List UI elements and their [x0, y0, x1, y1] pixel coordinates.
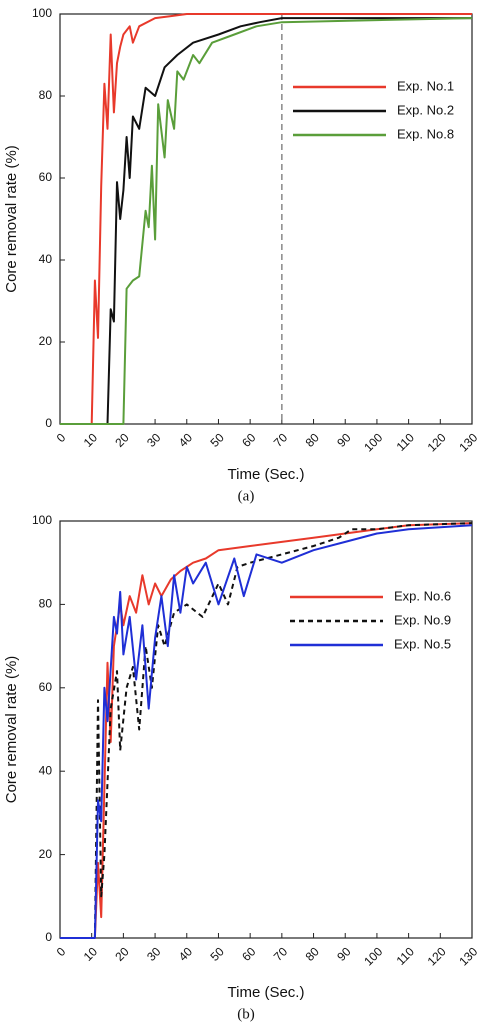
- x-tick-label: 20: [112, 430, 132, 450]
- x-tick-label: 130: [456, 430, 480, 454]
- y-tick-label: 40: [39, 763, 53, 777]
- x-tick-label: 60: [239, 944, 259, 964]
- x-tick-label: 40: [176, 944, 196, 964]
- x-tick-label: 130: [456, 944, 480, 968]
- x-axis-title: Time (Sec.): [228, 466, 305, 483]
- x-tick-label: 50: [207, 430, 227, 450]
- caption: (b): [237, 1006, 255, 1022]
- y-tick-label: 100: [32, 513, 52, 527]
- y-axis-title: Core removal rate (%): [3, 145, 20, 293]
- y-tick-label: 60: [39, 680, 53, 694]
- x-tick-label: 70: [271, 944, 291, 964]
- x-tick-label: 30: [144, 430, 164, 450]
- y-tick-label: 0: [45, 416, 52, 430]
- legend-label: Exp. No.9: [394, 612, 451, 627]
- y-tick-label: 20: [39, 334, 53, 348]
- x-tick-label: 90: [334, 944, 354, 964]
- x-tick-label: 110: [394, 944, 418, 968]
- x-tick-label: 110: [394, 430, 418, 454]
- x-tick-label: 0: [54, 430, 69, 445]
- x-tick-label: 120: [425, 944, 449, 968]
- legend-label: Exp. No.6: [394, 588, 451, 603]
- legend-label: Exp. No.2: [397, 102, 454, 117]
- legend-label: Exp. No.1: [397, 78, 454, 93]
- x-tick-label: 80: [303, 944, 323, 964]
- legend-label: Exp. No.5: [394, 636, 451, 651]
- x-axis-title: Time (Sec.): [228, 984, 305, 1001]
- x-tick-label: 20: [112, 944, 132, 964]
- y-tick-label: 80: [39, 88, 53, 102]
- y-tick-label: 80: [39, 597, 53, 611]
- x-tick-label: 120: [425, 430, 449, 454]
- x-tick-label: 50: [207, 944, 227, 964]
- y-tick-label: 100: [32, 6, 52, 20]
- y-tick-label: 40: [39, 252, 53, 266]
- x-tick-label: 90: [334, 430, 354, 450]
- x-tick-label: 30: [144, 944, 164, 964]
- chart-panel: 0 20 40 60 80 100 0 10 20 30 40 50 60 70 80 90 100 110 120…: [3, 513, 481, 1022]
- data-line: [60, 17, 473, 425]
- y-tick-label: 60: [39, 170, 53, 184]
- caption: (a): [238, 488, 255, 504]
- x-tick-label: 0: [54, 944, 69, 959]
- x-tick-label: 70: [271, 430, 291, 450]
- x-tick-label: 100: [361, 430, 385, 454]
- y-tick-label: 20: [39, 847, 53, 861]
- x-tick-label: 10: [81, 944, 101, 964]
- x-tick-label: 80: [303, 430, 323, 450]
- y-tick-label: 0: [45, 930, 52, 944]
- x-tick-label: 10: [81, 430, 101, 450]
- data-line: [60, 13, 472, 425]
- x-tick-label: 100: [361, 944, 385, 968]
- y-axis-title: Core removal rate (%): [3, 656, 20, 804]
- x-tick-label: 40: [176, 430, 196, 450]
- legend-label: Exp. No.8: [397, 126, 454, 141]
- chart-panel: 0 20 40 60 80 100 0 10 20 30 40 50 60 70 80 90 100 110 120…: [3, 6, 481, 504]
- data-line: [60, 522, 473, 939]
- data-line: [60, 17, 472, 425]
- data-line: [60, 524, 473, 939]
- plot-frame: [59, 520, 473, 939]
- plot-frame: [59, 13, 473, 425]
- x-tick-label: 60: [239, 430, 259, 450]
